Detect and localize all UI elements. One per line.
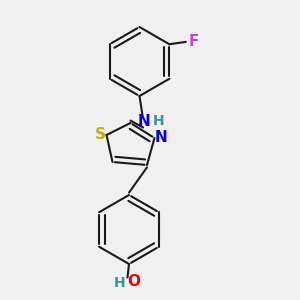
Text: H: H: [113, 276, 125, 290]
Text: N: N: [138, 114, 150, 129]
Text: S: S: [94, 127, 105, 142]
Text: F: F: [188, 34, 199, 49]
Text: N: N: [155, 130, 167, 145]
Text: H: H: [153, 114, 164, 128]
Text: O: O: [128, 274, 141, 290]
